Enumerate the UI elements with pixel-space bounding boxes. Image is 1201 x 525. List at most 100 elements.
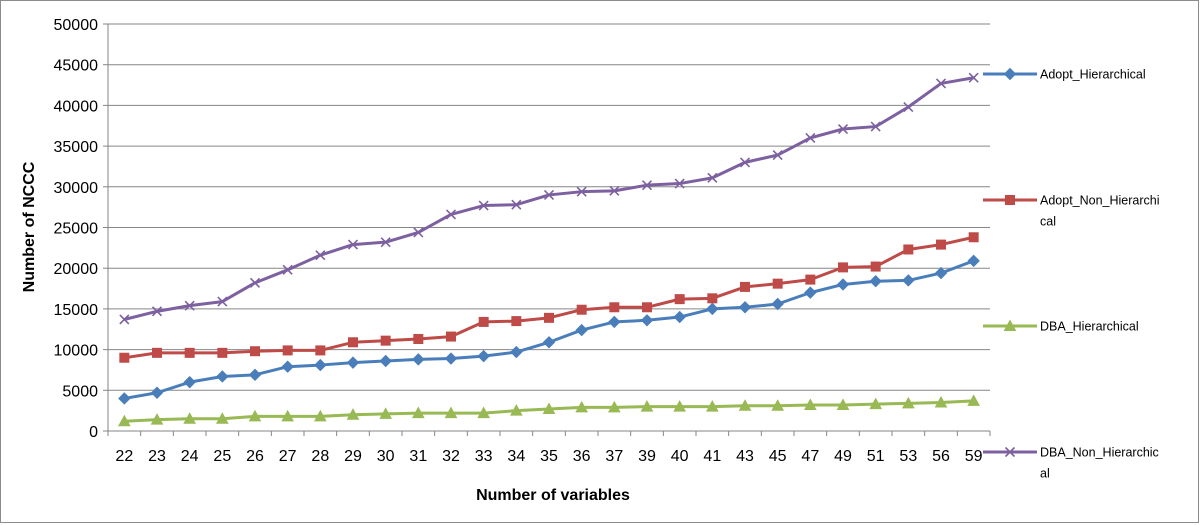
marker-x-stroke [837,123,849,135]
marker-x [837,123,849,135]
marker-square [315,345,326,356]
marker-x [249,277,261,288]
marker-diamond [673,310,686,324]
marker-square [380,335,391,346]
marker-x-stroke [413,227,424,238]
marker-square [772,278,783,289]
marker-x-stroke [870,121,881,132]
marker-triangle [379,407,393,419]
marker-x-stroke [903,101,914,113]
marker-diamond [477,349,490,363]
marker-triangle [215,412,229,424]
marker-triangle [967,394,981,406]
axes [103,23,991,436]
series-line-adopt-hierarchical [124,259,975,400]
marker-x [707,172,718,183]
x-tick-label: 23 [148,448,166,465]
marker-diamond [281,360,294,373]
marker-triangle [803,398,817,410]
legend-label-line: DBA_Non_Hierarchic [1040,446,1159,460]
marker-x-stroke [445,209,457,220]
marker-diamond [346,356,360,369]
x-tick-label: 56 [932,448,950,465]
x-tick-label: 59 [965,448,983,465]
marker-diamond [216,370,229,383]
marker-x [609,185,620,196]
marker-square [968,232,979,243]
marker-x [445,209,457,220]
marker-x-stroke [1004,446,1016,458]
marker-square [184,347,195,358]
x-tick-label: 51 [867,448,885,465]
x-tick-label: 49 [834,448,852,465]
marker-square [805,274,816,285]
x-tick-label: 34 [507,448,525,465]
marker-diamond [869,275,882,288]
marker-diamond [575,323,588,337]
legend-item-dba-hierarchical: DBA_Hierarchical [983,319,1139,334]
marker-square [642,302,652,313]
legend-label-line: al [1040,467,1050,481]
marker-x-stroke [805,132,816,144]
series-adopt-hierarchical [118,254,980,405]
y-axis-title: Number of NCCC [21,161,38,292]
x-tick-label: 29 [344,448,362,465]
marker-diamond [510,345,523,359]
x-tick-label: 53 [899,448,917,465]
x-tick-label: 30 [377,448,395,465]
marker-triangle [542,402,556,415]
marker-diamond [771,297,784,311]
marker-triangle [901,396,915,409]
marker-square [478,316,489,327]
y-tick-label: 25000 [54,221,99,238]
marker-diamond [412,353,425,366]
marker-x [184,300,195,311]
marker-diamond [706,302,719,316]
marker-x [413,227,424,238]
y-tick-label: 45000 [54,58,99,75]
marker-triangle [836,398,850,410]
marker-triangle [477,406,491,419]
marker-x [217,296,228,307]
x-tick-labels: 22 23 24 25 26 27 28 29 30 31 32 33 34 35 36 37 39 40 41 43… [115,448,982,465]
marker-square [544,312,554,323]
y-tick-label: 5000 [62,383,98,400]
marker-triangle [509,404,523,416]
marker-diamond [379,354,392,368]
legend: Adopt_Hierarchical Adopt_Non_Hierarchi cal… [983,68,1160,481]
legend-label-line: Adopt_Non_Hierarchi [1040,194,1160,208]
marker-x-stroke [380,237,391,248]
marker-square [217,347,228,358]
marker-square [870,261,881,272]
marker-square [936,239,946,250]
marker-square [838,262,848,273]
legend-item-adopt-non-hierarchical: Adopt_Non_Hierarchi cal [983,194,1160,229]
x-tick-label: 45 [769,448,787,465]
marker-diamond [967,254,980,268]
legend-label: DBA_Hierarchical [1040,320,1139,334]
marker-diamond [183,375,196,389]
marker-triangle [607,400,621,413]
marker-x [315,250,326,261]
marker-x [511,199,522,210]
x-tick-label: 35 [540,448,558,465]
x-tick-label: 24 [181,448,199,465]
marker-x-stroke [576,186,587,197]
marker-square [119,352,130,363]
marker-x [968,72,979,83]
marker-diamond [934,266,948,280]
marker-x [641,180,653,191]
marker-x [772,149,783,161]
marker-triangle [640,400,654,412]
marker-square [282,345,293,356]
marker-triangle [771,399,785,411]
marker-triangle [248,409,262,422]
marker-x-stroke [772,149,783,161]
x-tick-label: 26 [246,448,264,465]
marker-square [1005,195,1015,205]
marker-x [903,101,914,113]
marker-x-stroke [707,172,718,183]
y-tick-label: 30000 [54,180,99,197]
marker-triangle [313,409,327,422]
y-tick-label: 10000 [54,343,99,360]
